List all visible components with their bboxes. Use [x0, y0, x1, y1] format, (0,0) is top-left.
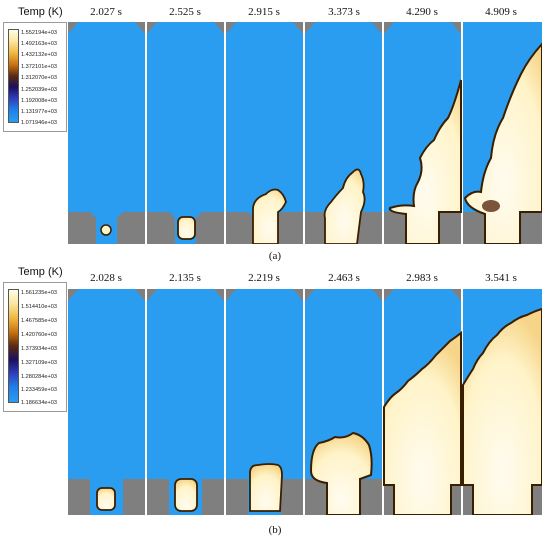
time-label-b6: 3.541 s	[485, 272, 517, 284]
legend-a-title: Temp (K)	[18, 6, 63, 18]
frame-b2	[147, 289, 224, 515]
legend-a-value: 1.372101e+03	[21, 64, 57, 70]
legend-b-value: 1.233459e+03	[21, 387, 57, 393]
frame-b3	[226, 289, 303, 515]
time-label-a6: 4.909 s	[485, 6, 517, 18]
legend-b-value: 1.186634e+03	[21, 400, 57, 406]
colorbar-a	[8, 29, 19, 123]
frame-b6	[462, 289, 542, 515]
legend-b-title: Temp (K)	[18, 266, 63, 278]
time-label-a1: 2.027 s	[90, 6, 122, 18]
caption-b: (b)	[268, 524, 282, 536]
time-label-b3: 2.219 s	[248, 272, 280, 284]
frame-a4	[305, 22, 382, 244]
frame-a3	[226, 22, 303, 244]
legend-a: 1.552194e+03 1.492163e+03 1.432132e+03 1…	[3, 22, 67, 132]
legend-a-value: 1.252039e+03	[21, 87, 57, 93]
frame-a1	[68, 22, 145, 244]
legend-b-value: 1.327109e+03	[21, 360, 57, 366]
legend-a-value: 1.552194e+03	[21, 30, 57, 36]
time-label-b4: 2.463 s	[328, 272, 360, 284]
time-label-b5: 2.983 s	[406, 272, 438, 284]
legend-a-value: 1.192008e+03	[21, 98, 57, 104]
legend-b-value: 1.420760e+03	[21, 332, 57, 338]
legend-b: 1.561235e+03 1.514410e+03 1.467585e+03 1…	[3, 282, 67, 412]
time-label-b2: 2.135 s	[169, 272, 201, 284]
legend-b-value: 1.373934e+03	[21, 346, 57, 352]
time-label-b1: 2.028 s	[90, 272, 122, 284]
time-label-a5: 4.290 s	[406, 6, 438, 18]
frame-a6	[463, 22, 542, 244]
simulation-panel-b	[68, 289, 542, 515]
legend-a-value: 1.071946e+03	[21, 120, 57, 126]
legend-b-value: 1.280284e+03	[21, 374, 57, 380]
legend-a-value: 1.312070e+03	[21, 75, 57, 81]
time-label-a4: 3.373 s	[328, 6, 360, 18]
legend-b-value: 1.514410e+03	[21, 304, 57, 310]
caption-a: (a)	[268, 250, 282, 262]
frame-b5	[383, 289, 462, 515]
legend-a-value: 1.432132e+03	[21, 52, 57, 58]
legend-b-value: 1.467585e+03	[21, 318, 57, 324]
legend-a-value: 1.492163e+03	[21, 41, 57, 47]
legend-b-value: 1.561235e+03	[21, 290, 57, 296]
frame-a5	[384, 22, 462, 244]
frame-b1	[68, 289, 145, 515]
simulation-panel-a	[68, 22, 542, 244]
frame-a2	[147, 22, 224, 244]
colorbar-b	[8, 289, 19, 403]
time-label-a3: 2.915 s	[248, 6, 280, 18]
frame-b4	[305, 289, 382, 515]
legend-a-value: 1.131977e+03	[21, 109, 57, 115]
time-label-a2: 2.525 s	[169, 6, 201, 18]
